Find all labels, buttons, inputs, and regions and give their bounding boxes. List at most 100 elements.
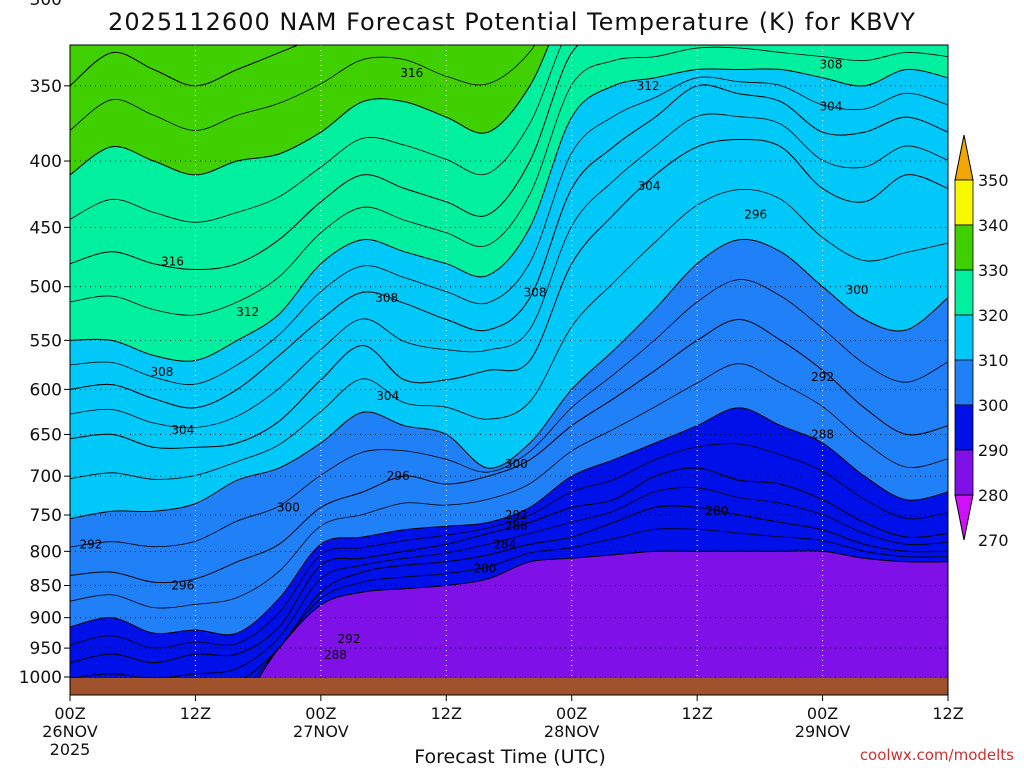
isentrope-286 (70, 487, 948, 679)
contour-label: 280 (474, 562, 497, 576)
colorbar-tick-label: 310 (978, 351, 1009, 370)
x-tick-label: 00Z (305, 704, 336, 723)
colorbar-tick-label: 340 (978, 216, 1009, 235)
y-tick-label: 600 (30, 380, 62, 400)
isentrope-lines (70, 45, 948, 695)
isentrope-320 (70, 45, 550, 176)
colorbar-band (954, 269, 974, 316)
colorbar-band (954, 224, 974, 271)
isentrope-324 (70, 45, 300, 87)
y-tick-label: 300 (30, 0, 62, 10)
contour-label: 300 (846, 283, 869, 297)
colorbar-band (954, 404, 974, 451)
colorbar-tick-label: 280 (978, 486, 1009, 505)
isentrope-280 (246, 550, 948, 695)
contour-label: 304 (171, 423, 194, 437)
x-tick-date: 27NOV (293, 722, 349, 741)
x-tick-label: 12Z (932, 704, 963, 723)
contour-label: 316 (400, 66, 423, 80)
contour-label: 308 (151, 365, 174, 379)
y-tick-label: 650 (30, 425, 62, 445)
x-tick-label: 12Z (180, 704, 211, 723)
y-tick-label: 500 (30, 278, 62, 298)
contour-label: 288 (324, 648, 347, 662)
isentrope-282 (233, 528, 948, 695)
contour-label: 296 (387, 469, 410, 483)
colorbar-tick-label: 290 (978, 441, 1009, 460)
contour-label: 284 (493, 537, 516, 551)
contour-label: 308 (375, 291, 398, 305)
gridlines (70, 45, 948, 695)
isentrope-308 (70, 84, 948, 409)
y-axis: 2503003504004505005506006507007508008509… (19, 0, 70, 688)
colorbar-band (954, 179, 974, 226)
x-tick-label: 00Z (54, 704, 85, 723)
contour-labels: 3403443403483323283363323283243243203243… (79, 58, 869, 663)
y-tick-label: 400 (30, 152, 62, 172)
contour-label: 304 (638, 179, 661, 193)
x-tick-date: 26NOV (42, 722, 98, 741)
colorbar-tick-label: 350 (978, 171, 1009, 190)
contour-label: 288 (505, 519, 528, 533)
y-tick-label: 950 (30, 639, 62, 659)
credit-link[interactable]: coolwx.com/modelts (860, 746, 1014, 764)
x-tick-label: 00Z (807, 704, 838, 723)
contour-label: 312 (236, 305, 259, 319)
x-tick-date: 28NOV (544, 722, 600, 741)
contour-label: 292 (338, 632, 361, 646)
isentrope-316 (70, 45, 579, 271)
contour-label: 304 (376, 389, 399, 403)
isentrope-314 (70, 46, 948, 316)
plot-area: 3403443403483323283363323283243243203243… (70, 45, 948, 695)
isentrope-312 (70, 68, 948, 362)
colorbar-band (954, 359, 974, 406)
x-tick-label: 12Z (431, 704, 462, 723)
contour-label: 308 (524, 285, 547, 299)
y-tick-label: 350 (30, 77, 62, 97)
y-tick-label: 750 (30, 506, 62, 526)
x-tick-date: 29NOV (795, 722, 851, 741)
contour-label: 292 (79, 537, 102, 551)
contour-label: 304 (819, 99, 842, 113)
x-tick-label: 00Z (556, 704, 587, 723)
y-tick-label: 1000 (19, 668, 62, 688)
fill-band-below-280 (246, 550, 948, 695)
isentrope-322 (70, 45, 536, 131)
contour-label: 312 (637, 79, 660, 93)
isentrope-298 (70, 279, 948, 548)
y-tick-label: 550 (30, 331, 62, 351)
x-axis-label: Forecast Time (UTC) (414, 746, 605, 768)
x-tick-label: 12Z (681, 704, 712, 723)
contour-label: 296 (171, 578, 194, 592)
colorbar-band (954, 449, 974, 496)
y-tick-label: 900 (30, 609, 62, 629)
colorbar-tick-label: 330 (978, 261, 1009, 280)
y-tick-label: 850 (30, 576, 62, 596)
y-tick-label: 800 (30, 542, 62, 562)
isentrope-302 (70, 189, 948, 480)
isentrope-306 (70, 113, 948, 429)
isentrope-304 (70, 138, 948, 449)
chart-title: 2025112600 NAM Forecast Potential Temper… (108, 8, 916, 36)
isentrope-288 (70, 467, 948, 664)
isentrope-292 (70, 407, 948, 636)
x-tick-year: 2025 (50, 740, 91, 759)
contour-label: 316 (161, 254, 184, 268)
isentrope-318 (70, 45, 562, 223)
isentrope-290 (70, 443, 948, 649)
contour-label: 300 (277, 500, 300, 514)
plot-frame (69, 44, 949, 696)
contour-label: 308 (819, 58, 842, 72)
isentrope-294 (70, 363, 948, 609)
contour-label: 292 (505, 508, 528, 522)
colorbar-top-arrow (954, 134, 974, 181)
colorbar: 350 340 330 320 310 300 290 280 270 (954, 134, 1009, 550)
theta-fill-bands (70, 45, 948, 695)
y-tick-label: 700 (30, 467, 62, 487)
contour-label: 292 (811, 370, 834, 384)
isentrope-310 (70, 76, 948, 385)
contour-label: 300 (505, 457, 528, 471)
colorbar-tick-label: 270 (978, 531, 1009, 550)
